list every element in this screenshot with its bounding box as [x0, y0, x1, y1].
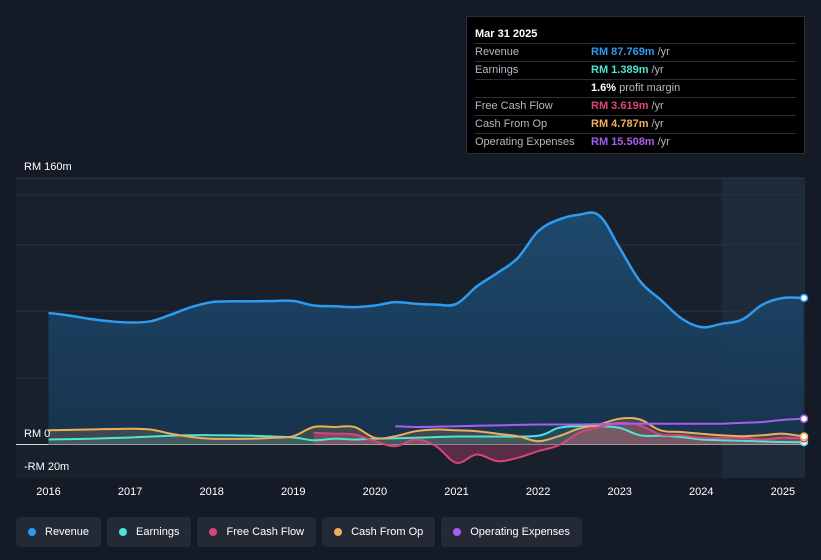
tooltip-row: 1.6% profit margin [475, 79, 796, 97]
tooltip-row-unit: profit margin [619, 82, 681, 94]
y-label-zero: RM 0 [24, 428, 50, 440]
tooltip-row-label: Operating Expenses [475, 136, 575, 148]
tooltip-row-unit: /yr [651, 118, 664, 130]
series-area-earnings [48, 425, 804, 445]
legend-dot-icon [334, 528, 343, 536]
tooltip-row-label: Free Cash Flow [475, 100, 553, 112]
tooltip-row-value: 1.6% [591, 82, 617, 94]
tooltip-row-value: RM 1.389m [591, 64, 649, 76]
tooltip-row-unit: /yr [657, 136, 670, 148]
legend-item-free-cash-flow[interactable]: Free Cash Flow [197, 517, 317, 547]
y-label-top: RM 160m [24, 161, 72, 173]
tooltip-row-unit: /yr [651, 64, 664, 76]
tooltip-row: Free Cash Flow RM 3.619m/yr [475, 97, 796, 115]
legend-dot-icon [209, 528, 218, 536]
tooltip-row-label: Cash From Op [475, 118, 548, 130]
x-tick-label: 2024 [689, 486, 713, 498]
legend: Revenue Earnings Free Cash Flow Cash From O… [16, 517, 582, 547]
tooltip-row-unit: /yr [651, 100, 664, 112]
legend-dot-icon [453, 528, 462, 536]
legend-label: Earnings [136, 526, 180, 538]
tooltip-row: Cash From Op RM 4.787m/yr [475, 115, 796, 133]
legend-dot-icon [119, 528, 128, 536]
series-line-operating-expenses [395, 417, 804, 428]
series-line-revenue [48, 211, 804, 329]
series-area-free-cash-flow [313, 422, 804, 463]
tooltip-date: Mar 31 2025 [475, 28, 538, 40]
series-line-cash-from-op [48, 416, 804, 443]
x-tick-label: 2023 [607, 486, 631, 498]
tooltip-row-value: RM 87.769m [591, 46, 655, 58]
legend-label: Revenue [45, 526, 90, 538]
legend-item-operating-expenses[interactable]: Operating Expenses [441, 517, 582, 547]
tooltip-row: Operating Expenses RM 15.508m/yr [475, 133, 796, 151]
x-tick-label: 2017 [118, 486, 142, 498]
tooltip-row-label: Earnings [475, 64, 519, 76]
tooltip-row: Revenue RM 87.769m/yr [475, 43, 796, 61]
legend-label: Free Cash Flow [226, 526, 305, 538]
x-tick-label: 2025 [771, 486, 795, 498]
x-tick-label: 2021 [444, 486, 468, 498]
tooltip-row-value: RM 4.787m [591, 118, 649, 130]
y-label-bottom: -RM 20m [24, 461, 69, 473]
tooltip-rows: Revenue RM 87.769m/yr Earnings RM 1.389m/yr… [475, 43, 796, 151]
legend-label: Cash From Op [351, 526, 424, 538]
legend-item-earnings[interactable]: Earnings [107, 517, 192, 547]
legend-item-cash-from-op[interactable]: Cash From Op [322, 517, 436, 547]
x-tick-label: 2019 [281, 486, 305, 498]
x-tick-label: 2020 [363, 486, 387, 498]
tooltip-row-value: RM 15.508m [591, 136, 655, 148]
legend-label: Operating Expenses [470, 526, 570, 538]
tooltip-row: Earnings RM 1.389m/yr [475, 61, 796, 79]
tooltip-row-label: Revenue [475, 46, 520, 58]
tooltip-row-unit: /yr [657, 46, 670, 58]
series-area-revenue [48, 212, 804, 445]
tooltip-row-label [475, 80, 591, 97]
series-line-free-cash-flow [313, 421, 804, 464]
x-tick-label: 2018 [199, 486, 223, 498]
series-end-marker-revenue [799, 293, 809, 303]
tooltip-panel: Mar 31 2025 Revenue RM 87.769m/yr Earnings… [466, 16, 805, 154]
x-tick-label: 2016 [36, 486, 60, 498]
tooltip-row-value: RM 3.619m [591, 100, 649, 112]
legend-dot-icon [28, 528, 36, 536]
series-end-marker-operating-expenses [799, 414, 809, 423]
series-end-marker-cash-from-op [799, 432, 809, 441]
x-tick-label: 2022 [526, 486, 550, 498]
legend-item-revenue[interactable]: Revenue [16, 517, 102, 547]
